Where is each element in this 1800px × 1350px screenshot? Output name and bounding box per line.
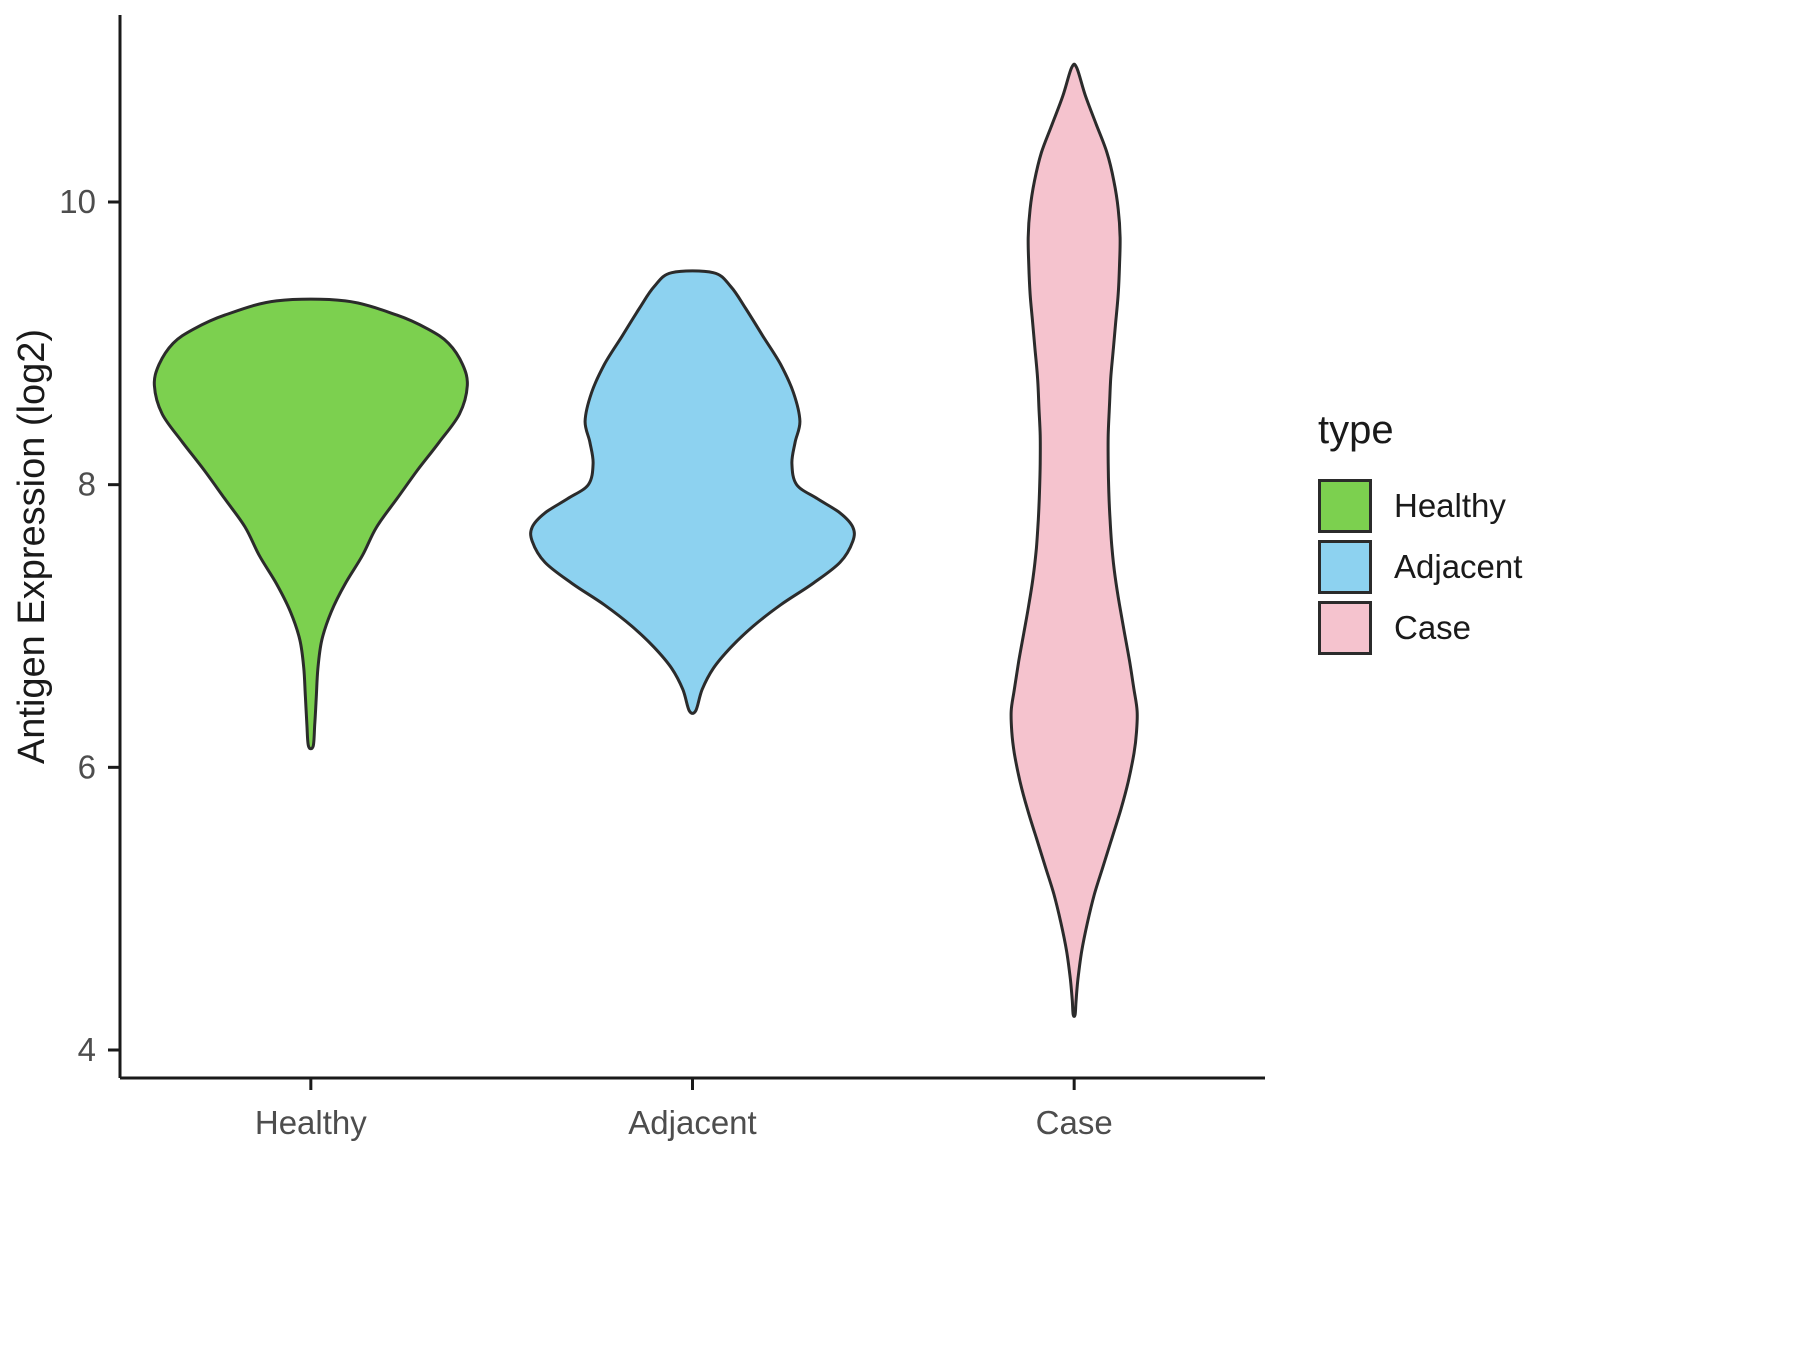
- legend-label-adjacent: Adjacent: [1394, 548, 1523, 585]
- y-tick-label: 8: [78, 466, 96, 503]
- violin-healthy: [152, 297, 469, 751]
- legend-item-healthy: Healthy: [1318, 479, 1522, 533]
- x-category-label: Healthy: [255, 1104, 367, 1141]
- y-axis-title: Antigen Expression (log2): [11, 329, 53, 764]
- legend-label-healthy: Healthy: [1394, 487, 1506, 524]
- x-category-label: Case: [1036, 1104, 1113, 1141]
- legend-title: type: [1318, 408, 1394, 452]
- violin-case: [1009, 62, 1139, 1018]
- y-tick-label: 6: [78, 748, 96, 785]
- y-tick-label: 4: [78, 1031, 96, 1068]
- legend-swatch-case: [1318, 601, 1372, 655]
- violin-adjacent: [529, 269, 856, 715]
- legend-swatch-healthy: [1318, 479, 1372, 533]
- legend-label-case: Case: [1394, 609, 1472, 646]
- legend-swatch-adjacent: [1318, 540, 1372, 594]
- legend: type Healthy Adjacent Case: [1318, 408, 1522, 662]
- legend-item-case: Case: [1318, 601, 1522, 655]
- y-tick-label: 10: [59, 183, 96, 220]
- x-category-label: Adjacent: [628, 1104, 756, 1141]
- legend-item-adjacent: Adjacent: [1318, 540, 1522, 594]
